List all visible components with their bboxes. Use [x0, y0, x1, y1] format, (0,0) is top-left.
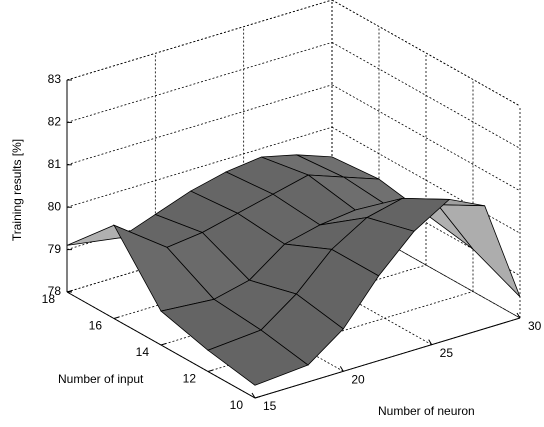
- box-edge: [66, 0, 333, 81]
- x-axis-label: Number of neuron: [378, 404, 475, 418]
- z-tick-label: 79: [48, 242, 62, 256]
- z-tick-label: 78: [48, 284, 62, 298]
- y-tick: [113, 316, 120, 319]
- x-tick-label: 25: [440, 346, 454, 360]
- z-tick-label: 81: [48, 157, 62, 171]
- x-tick-label: 15: [263, 399, 277, 413]
- y-tick: [207, 369, 214, 372]
- y-tick-label: 10: [230, 398, 244, 412]
- y-tick: [254, 396, 261, 399]
- z-axis-label: Training results [%]: [10, 139, 24, 241]
- surface-patch: [207, 329, 309, 386]
- x-tick: [251, 392, 256, 399]
- grid-line: [66, 84, 333, 166]
- axis-line: [254, 317, 521, 399]
- y-axis-label: Number of input: [58, 372, 144, 386]
- z-tick-label: 83: [48, 72, 62, 86]
- y-tick: [160, 343, 167, 346]
- z-tick-label: 82: [48, 115, 62, 129]
- surface-patch: [436, 204, 521, 298]
- y-tick-label: 16: [89, 319, 103, 333]
- x-tick-label: 30: [528, 319, 542, 333]
- y-tick-label: 18: [42, 292, 56, 306]
- grid-line: [66, 42, 333, 123]
- x-tick: [516, 312, 521, 319]
- x-tick-label: 20: [351, 373, 365, 387]
- x-tick: [428, 339, 433, 345]
- z-tick-label: 80: [48, 199, 62, 213]
- y-tick: [66, 290, 73, 293]
- x-tick: [339, 366, 344, 372]
- y-tick-label: 12: [183, 372, 197, 386]
- y-tick-label: 14: [136, 345, 150, 359]
